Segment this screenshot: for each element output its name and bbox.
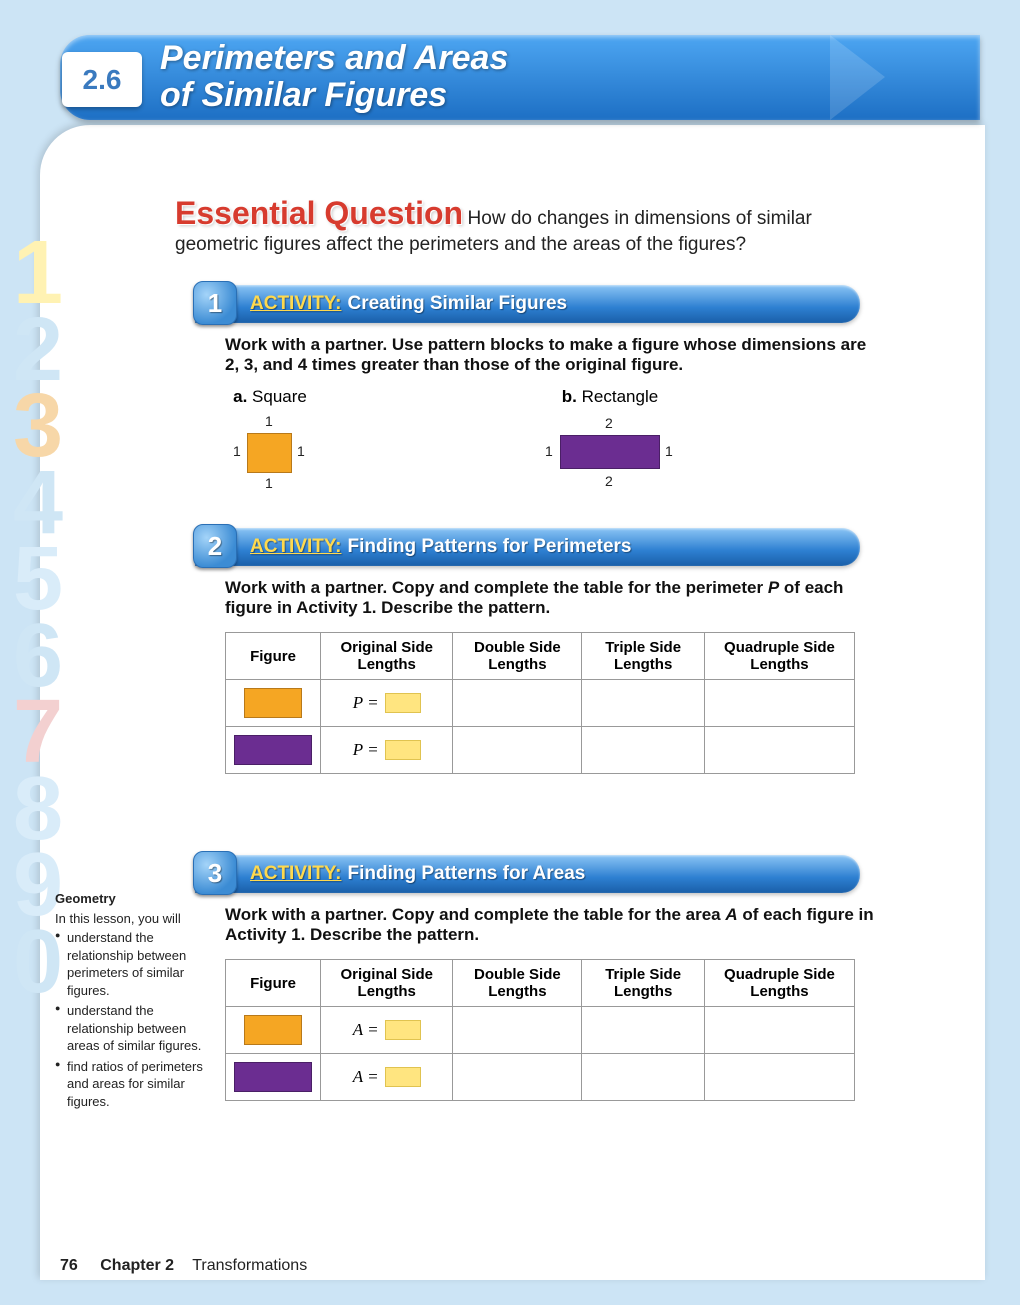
th: Triple Side Lengths [582,633,705,680]
activity-1-shapes: a. Square 1 1 1 1 b. Rectangle [225,387,1020,493]
table-row: P = [226,727,855,774]
geometry-intro: In this lesson, you will [55,910,215,928]
rect-dim-right: 1 [665,443,673,459]
rectangle-icon [234,735,312,765]
list-item: understand the relationship between area… [55,1002,215,1055]
table-row: P = [226,680,855,727]
activity-2-banner: 2 ACTIVITY: Finding Patterns for Perimet… [195,528,860,566]
square-icon [244,688,302,718]
table-row: Figure Original Side Lengths Double Side… [226,960,855,1007]
rect-dim-bottom: 2 [605,473,613,489]
perimeter-table: Figure Original Side Lengths Double Side… [225,632,855,774]
activity-3-intro: Work with a partner. Copy and complete t… [225,905,875,945]
section-number-box: 2.6 [62,52,142,107]
a-equals: A = [353,1020,379,1040]
page-number: 76 [60,1257,78,1274]
activity-3-label: ACTIVITY: [250,863,341,885]
rectangle-icon [234,1062,312,1092]
geometry-sidebar: Geometry In this lesson, you will unders… [55,890,215,1114]
sq-dim-bottom: 1 [265,475,273,491]
header-title: Perimeters and Areas of Similar Figures [160,40,508,115]
chapter-topic: Transformations [192,1257,307,1274]
p-equals: P = [353,740,379,760]
answer-box[interactable] [385,1067,421,1087]
b-name: Rectangle [582,387,659,406]
answer-box[interactable] [385,740,421,760]
th: Quadruple Side Lengths [704,960,854,1007]
th: Original Side Lengths [321,960,453,1007]
th: Quadruple Side Lengths [704,633,854,680]
shape-b-block: b. Rectangle 2 2 1 1 [535,387,685,493]
list-item: understand the relationship between peri… [55,929,215,999]
th: Original Side Lengths [321,633,453,680]
essential-question-block: Essential Question How do changes in dim… [175,195,945,256]
activity-2-title: Finding Patterns for Perimeters [347,536,631,558]
activity-2-intro: Work with a partner. Copy and complete t… [225,578,875,618]
table-row: A = [226,1054,855,1101]
a-equals: A = [353,1067,379,1087]
activity-1-title: Creating Similar Figures [347,293,567,315]
square-shape-icon [247,433,292,473]
list-item: find ratios of perimeters and areas for … [55,1058,215,1111]
th: Double Side Lengths [453,633,582,680]
activity-1-intro: Work with a partner. Use pattern blocks … [225,335,875,375]
p-equals: P = [353,693,379,713]
essential-question-title: Essential Question [175,195,463,231]
sq-dim-left: 1 [233,443,241,459]
a-name: Square [252,387,307,406]
activity-3-number: 3 [193,851,237,895]
rect-dim-left: 1 [545,443,553,459]
activity-1-banner: 1 ACTIVITY: Creating Similar Figures [195,285,860,323]
geometry-list: understand the relationship between peri… [55,929,215,1110]
th: Figure [226,960,321,1007]
answer-box[interactable] [385,1020,421,1040]
sq-dim-top: 1 [265,413,273,429]
area-table: Figure Original Side Lengths Double Side… [225,959,855,1101]
square-icon [244,1015,302,1045]
activity-3-title: Finding Patterns for Areas [347,863,585,885]
table-row: Figure Original Side Lengths Double Side… [226,633,855,680]
geometry-title: Geometry [55,890,215,908]
activity-2-number: 2 [193,524,237,568]
th: Double Side Lengths [453,960,582,1007]
sq-dim-right: 1 [297,443,305,459]
rectangle-shape-icon [560,435,660,469]
section-number: 2.6 [83,64,122,96]
table-row: A = [226,1007,855,1054]
b-label: b. [562,387,577,406]
activity-2-label: ACTIVITY: [250,536,341,558]
title-line-1: Perimeters and Areas [160,39,508,77]
activity-3-banner: 3 ACTIVITY: Finding Patterns for Areas [195,855,860,893]
answer-box[interactable] [385,693,421,713]
page-footer: 76 Chapter 2 Transformations [60,1257,307,1275]
activity-1-label: ACTIVITY: [250,293,341,315]
shape-a-block: a. Square 1 1 1 1 [225,387,315,493]
th: Triple Side Lengths [582,960,705,1007]
th: Figure [226,633,321,680]
title-line-2: of Similar Figures [160,76,447,114]
a-label: a. [233,387,247,406]
rect-dim-top: 2 [605,415,613,431]
essential-question-text-block: geometric figures affect the perimeters … [175,234,945,256]
chapter-label: Chapter 2 [100,1257,174,1274]
activity-1-number: 1 [193,281,237,325]
essential-question-text-inline: How do changes in dimensions of similar [468,208,812,229]
